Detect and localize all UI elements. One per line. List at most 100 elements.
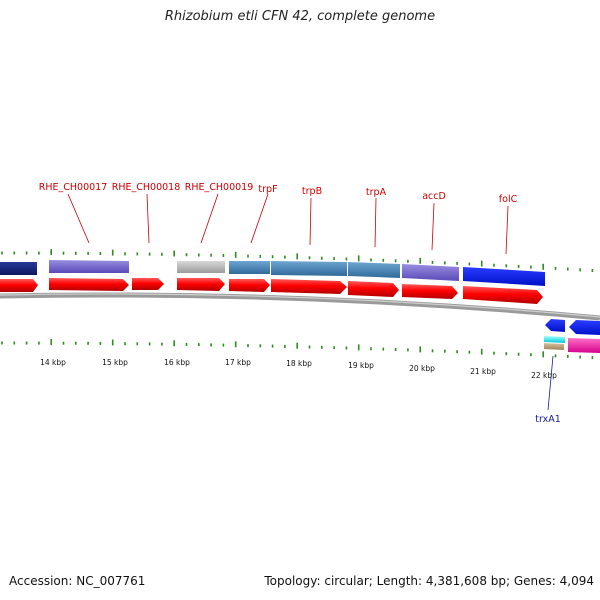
tick-mark [505,264,508,268]
tick-mark [321,345,323,349]
gene-label[interactable]: RHE_CH00018 [112,182,181,193]
tick-mark [333,346,335,350]
tick-mark [234,341,237,348]
tick-mark [333,257,335,261]
feature-box[interactable] [402,264,459,281]
gene-arrow[interactable] [402,284,458,299]
tick-mark [1,251,3,255]
tick-mark [13,251,16,255]
tick-mark [468,350,471,354]
kbp-label: 18 kbp [286,359,312,368]
tick-mark [480,260,483,267]
tick-mark [50,249,52,256]
tick-mark [87,341,89,345]
tick-mark [25,251,28,255]
tick-mark [567,267,569,271]
tick-mark [259,254,262,258]
feature-box[interactable] [544,336,565,343]
gene-arrow[interactable] [0,279,38,292]
tick-mark [456,350,458,354]
kbp-label: 17 kbp [225,358,251,367]
feature-box[interactable] [568,338,600,353]
kbp-scale: 14 kbp 15 kbp 16 kbp 17 kbp 18 kbp 19 kb… [40,358,557,380]
tick-mark [407,259,409,263]
tick-mark [173,250,175,257]
tick-mark [579,268,581,272]
gene-arrow[interactable] [229,279,270,292]
tick-mark [456,261,458,265]
tick-mark [444,261,446,265]
gene-track-reverse [544,319,600,353]
tick-mark [357,255,360,262]
tick-mark [444,349,446,353]
tick-mark [296,342,298,349]
tick-mark [75,251,77,255]
gene-label[interactable]: accD [422,191,446,202]
tick-mark [308,256,311,260]
tick-mark [308,345,311,349]
tick-mark [222,343,225,347]
tick-mark [87,251,89,255]
feature-box[interactable] [271,261,347,276]
tick-mark [25,341,28,345]
tick-mark [407,348,409,352]
gene-label[interactable]: trxA1 [535,414,561,425]
tick-mark [13,341,16,345]
tick-mark [1,341,3,345]
tick-mark [271,344,274,348]
genome-summary-text: Topology: circular; Length: 4,381,608 bp… [264,574,594,588]
gene-label[interactable]: folC [499,194,518,205]
genome-backbone [0,292,600,321]
feature-box[interactable] [544,343,564,350]
tick-mark [111,339,114,346]
tick-mark [530,265,532,269]
gene-arrow[interactable] [271,279,347,294]
feature-box[interactable] [177,261,225,273]
tick-mark [357,344,360,351]
kbp-label: 22 kbp [531,371,557,380]
gene-label[interactable]: trpA [366,187,387,198]
feature-box[interactable] [49,260,129,273]
feature-box[interactable] [348,262,400,278]
tick-mark [62,251,65,255]
gene-arrow[interactable] [132,278,164,290]
gene-label[interactable]: trpF [258,184,277,195]
feature-box[interactable] [229,261,270,274]
tick-mark [210,253,212,257]
tick-mark [222,254,225,257]
tick-mark [173,340,175,347]
gene-labels: RHE_CH00017 RHE_CH00018 RHE_CH00019 trpF… [39,182,561,425]
tick-mark [345,257,348,261]
tick-mark [234,251,237,258]
gene-arrow[interactable] [348,281,399,297]
tick-mark [567,354,569,358]
tick-mark [542,351,544,358]
gene-arrow[interactable] [463,286,543,304]
tick-mark [321,256,323,260]
feature-box[interactable] [0,262,37,275]
tick-mark [382,258,385,262]
tick-mark [284,255,286,259]
feature-box[interactable] [463,267,545,286]
tick-mark [136,252,139,256]
gene-arrow[interactable] [177,278,225,291]
gene-arrow-reverse[interactable] [569,320,600,335]
kbp-label: 16 kbp [164,358,190,367]
gene-label[interactable]: RHE_CH00017 [39,182,108,193]
tick-mark [198,253,200,257]
gene-label[interactable]: RHE_CH00019 [185,182,254,193]
tick-mark [210,343,212,347]
kbp-label: 14 kbp [40,358,66,367]
gene-arrow[interactable] [49,278,129,291]
gene-label[interactable]: trpB [302,186,322,197]
accession-text: Accession: NC_007761 [9,574,146,588]
tick-mark [124,342,126,346]
tick-mark [185,342,188,346]
tick-mark [161,252,163,256]
gene-arrow-reverse[interactable] [545,319,565,332]
tick-mark [136,342,139,346]
position-ticks-inner [1,339,594,360]
tick-mark [345,346,348,350]
tick-mark [296,253,298,260]
